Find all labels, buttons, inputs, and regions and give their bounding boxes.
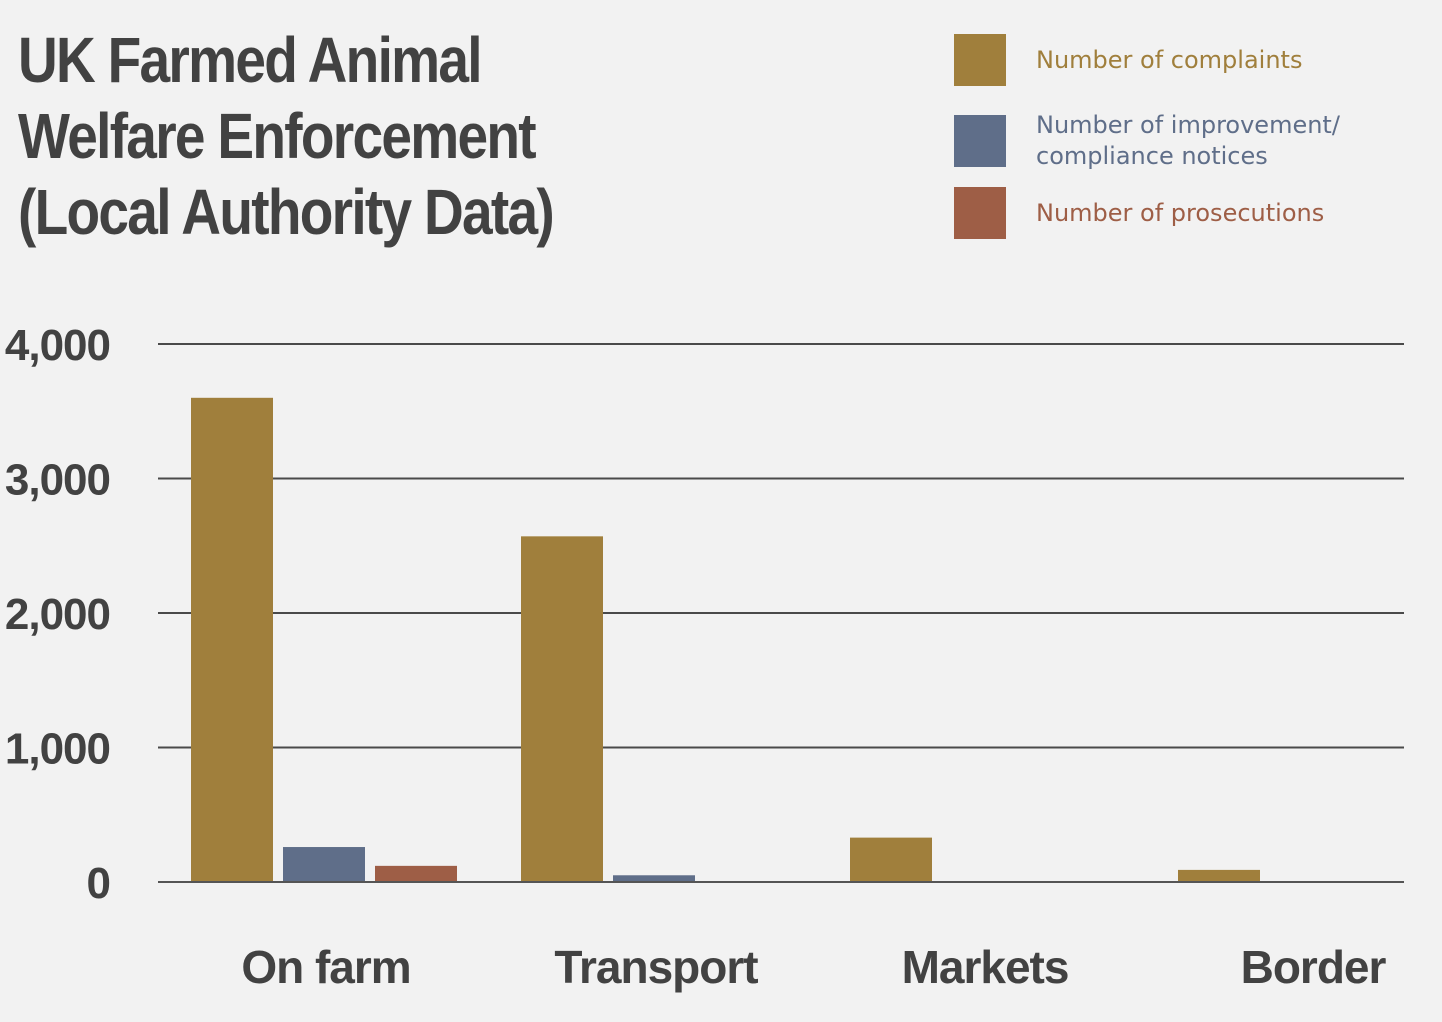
x-tick-label-markets: Markets	[902, 941, 1069, 993]
legend-label-notices-line-2: compliance notices	[1036, 142, 1268, 170]
chart-title-line-1: UK Farmed Animal	[18, 24, 483, 96]
legend-label-notices: Number of improvement/ compliance notice…	[1036, 110, 1376, 172]
legend-label-prosecutions: Number of prosecutions	[1036, 198, 1325, 227]
chart-title-line-3: (Local Authority Data)	[18, 176, 555, 248]
bar-on-farm-series-1	[283, 847, 365, 881]
x-tick-label-on-farm: On farm	[241, 941, 410, 993]
bar-on-farm-series-0	[191, 397, 273, 881]
bar-markets-series-0	[850, 837, 932, 881]
bar-on-farm-series-2	[375, 865, 457, 881]
legend-swatch-notices	[954, 115, 1006, 167]
legend-item-prosecutions: Number of prosecutions	[954, 187, 1376, 239]
legend-label-complaints: Number of complaints	[1036, 45, 1303, 74]
x-tick-label-border: Border	[1241, 941, 1387, 993]
chart-title: UK Farmed Animal Welfare Enforcement (Lo…	[18, 22, 555, 250]
legend-item-notices: Number of improvement/ compliance notice…	[954, 110, 1376, 172]
y-tick-label-4: 4,000	[5, 321, 110, 370]
legend-item-complaints: Number of complaints	[954, 34, 1376, 86]
bar-transport-series-1	[613, 875, 695, 881]
bar-border-series-0	[1178, 869, 1260, 881]
chart-title-line-2: Welfare Enforcement	[18, 100, 537, 172]
x-tick-label-transport: Transport	[554, 941, 758, 993]
y-tick-label-3: 3,000	[5, 456, 110, 505]
y-tick-label-1: 1,000	[5, 725, 110, 774]
legend-swatch-prosecutions	[954, 187, 1006, 239]
bar-transport-series-0	[521, 536, 603, 881]
y-tick-label-2: 2,000	[5, 590, 110, 639]
y-tick-label-0: 0	[87, 859, 110, 908]
legend-label-notices-line-1: Number of improvement/	[1036, 111, 1340, 139]
legend-swatch-complaints	[954, 34, 1006, 86]
